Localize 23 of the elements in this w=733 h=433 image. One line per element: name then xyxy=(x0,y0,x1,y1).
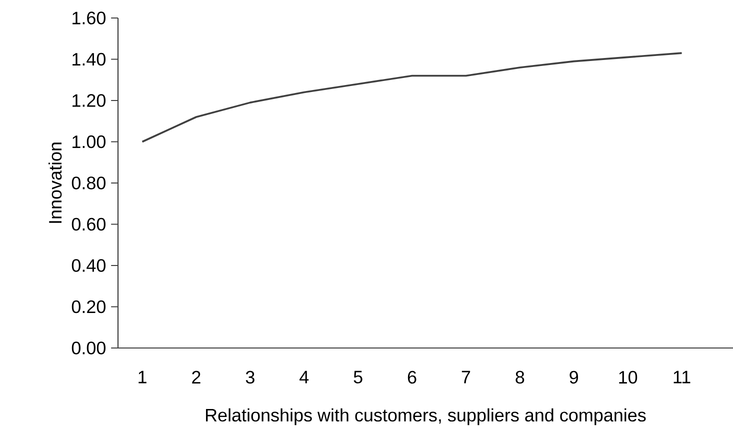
x-tick-label: 9 xyxy=(570,370,578,384)
y-axis-title: Innovation xyxy=(48,142,62,223)
y-tick-label: 1.40 xyxy=(72,52,106,66)
y-tick-label: 0.00 xyxy=(72,342,106,354)
y-tick-label: 0.60 xyxy=(72,218,106,231)
y-tick-label: 0.40 xyxy=(72,259,106,272)
x-tick-label: 10 xyxy=(619,370,638,384)
line-series xyxy=(141,52,683,143)
y-tick-label: 1.60 xyxy=(72,12,106,24)
x-tick-label: 7 xyxy=(462,370,470,384)
y-tick-label: 0.80 xyxy=(72,176,106,190)
y-tick-label: 0.20 xyxy=(72,300,106,314)
x-tick-label: 4 xyxy=(300,370,309,384)
x-tick-label: 1 xyxy=(138,370,146,384)
x-axis-title: Relationships with customers, suppliers and companies xyxy=(206,408,646,426)
x-tick-label: 11 xyxy=(674,370,690,384)
x-tick-label: 8 xyxy=(516,370,524,384)
x-tick-label: 2 xyxy=(192,370,200,384)
x-tick-label: 3 xyxy=(246,370,254,384)
y-tick-label: 1.00 xyxy=(72,135,106,148)
y-tick-label: 1.20 xyxy=(72,94,106,107)
x-tick-label: 5 xyxy=(354,370,362,384)
x-tick-label: 6 xyxy=(408,370,416,384)
